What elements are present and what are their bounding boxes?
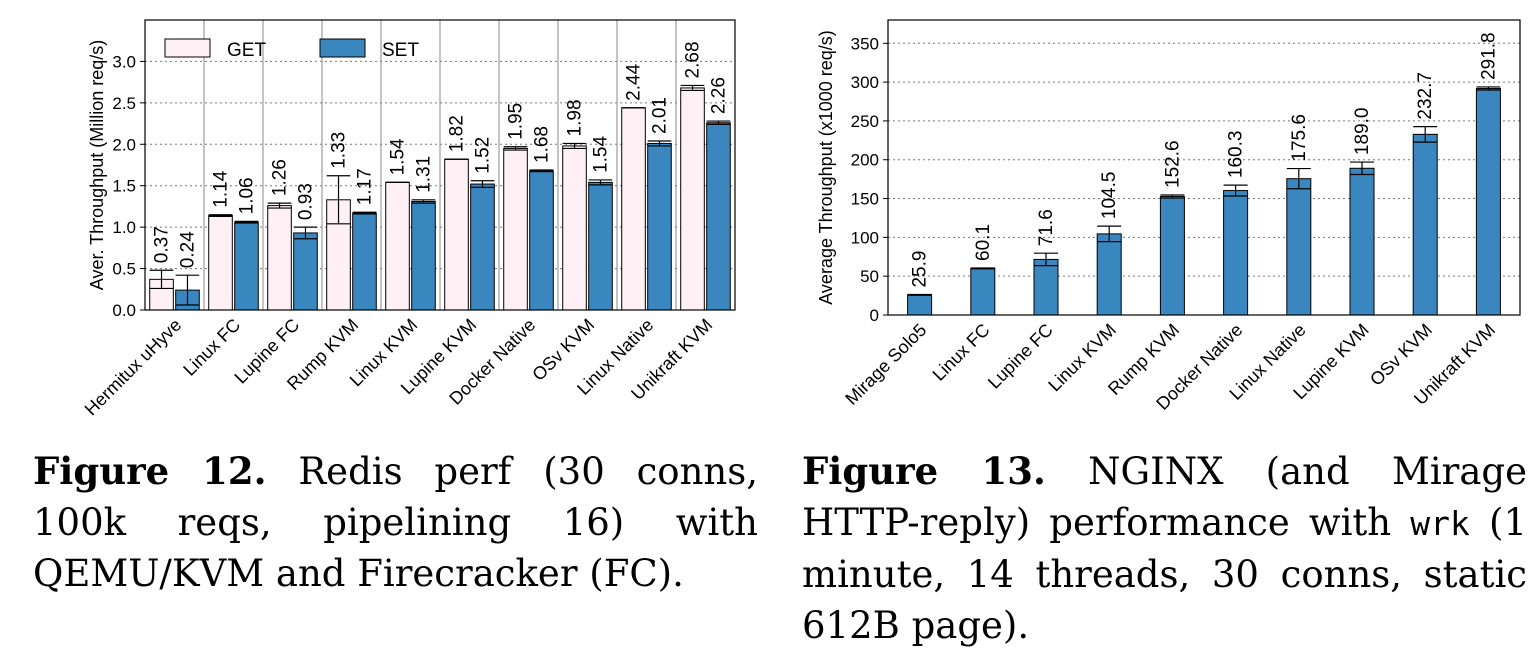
bar-set-lupine-fc xyxy=(293,232,318,311)
bar-value-linux-kvm xyxy=(1096,233,1122,316)
figure-13-label: Figure 13. xyxy=(802,449,1046,493)
data-label: 2.26 xyxy=(708,77,729,114)
legend-label-set: SET xyxy=(382,40,419,61)
bar-set-rump-kvm xyxy=(352,212,377,311)
figure-13-text-before: NGINX (and Mirage HTTP-reply) performanc… xyxy=(802,450,1527,544)
y-tick-label: 0.0 xyxy=(112,301,136,320)
redis-chart: 0.0 0.5 1.0 1.5 2.0 2.5 3.0 0.37 0.24 Hermitux uH… xyxy=(81,19,736,420)
bar-get-docker-native xyxy=(503,147,528,311)
bar-value-lupine-fc xyxy=(1033,258,1059,316)
bar-value-lupine-kvm xyxy=(1349,167,1375,316)
y-tick-label: 2.0 xyxy=(112,135,136,154)
legend: GET SET xyxy=(164,38,419,61)
data-label: 0.24 xyxy=(177,231,198,268)
bar-set-lupine-kvm xyxy=(470,183,495,311)
x-tick-label: Mirage Solo5 xyxy=(841,320,930,409)
x-tick-label: Linux FC xyxy=(929,320,994,385)
data-label: 1.98 xyxy=(565,99,586,136)
y-tick-label: 1.5 xyxy=(112,177,136,196)
data-label: 1.26 xyxy=(270,159,291,196)
data-label: 1.33 xyxy=(329,132,350,169)
bar-set-osv-kvm xyxy=(588,181,613,311)
y-tick-label: 350 xyxy=(851,34,879,53)
figure-13-caption: Figure 13. NGINX (and Mirage HTTP-reply)… xyxy=(802,446,1527,651)
data-label: 160.3 xyxy=(1226,131,1247,179)
bar-get-lupine-fc xyxy=(267,205,292,311)
legend-swatch-get xyxy=(164,38,211,58)
y-tick-label: 100 xyxy=(851,228,879,247)
data-label: 1.54 xyxy=(590,136,611,173)
data-label: 1.68 xyxy=(531,126,552,163)
y-tick-label: 0 xyxy=(870,306,879,325)
data-label: 175.6 xyxy=(1289,114,1310,162)
data-label: 1.31 xyxy=(413,156,434,193)
bar-get-osv-kvm xyxy=(562,145,587,311)
data-label: 60.1 xyxy=(973,224,994,261)
data-label: 2.01 xyxy=(649,97,670,134)
data-label: 2.44 xyxy=(624,63,645,100)
data-label: 1.54 xyxy=(388,138,409,175)
bar-value-docker-native xyxy=(1223,190,1249,316)
figure-12-text: Redis perf (30 conns, 100k reqs, pipelin… xyxy=(33,450,758,595)
bar-value-linux-fc xyxy=(970,267,996,316)
figure-13-code: wrk xyxy=(1410,504,1470,543)
data-label: 2.68 xyxy=(683,41,704,78)
bar-get-lupine-kvm xyxy=(444,158,469,311)
y-axis-label: Aver. Throughput (Million req/s) xyxy=(87,40,107,290)
data-label: 71.6 xyxy=(1036,209,1057,246)
bar-get-unikraft-kvm xyxy=(680,87,705,311)
legend-label-get: GET xyxy=(227,40,266,61)
data-label: 1.14 xyxy=(211,170,232,207)
bar-get-linux-fc xyxy=(208,215,233,311)
data-label: 1.95 xyxy=(506,103,527,140)
data-label: 0.37 xyxy=(152,226,173,263)
bar-set-linux-kvm xyxy=(411,200,436,311)
data-label: 1.52 xyxy=(472,137,493,174)
bar-value-mirage-solo5 xyxy=(907,294,933,316)
y-tick-label: 250 xyxy=(851,112,879,131)
bar-set-unikraft-kvm xyxy=(706,122,731,311)
data-label: 1.17 xyxy=(354,168,375,205)
data-label: 232.7 xyxy=(1415,72,1436,120)
y-tick-label: 50 xyxy=(860,267,879,286)
bar-get-linux-kvm xyxy=(385,181,410,311)
bar-value-rump-kvm xyxy=(1159,196,1185,316)
plot-frame xyxy=(887,19,1521,316)
figure-12-caption: Figure 12. Redis perf (30 conns, 100k re… xyxy=(33,446,758,599)
data-label: 189.0 xyxy=(1352,108,1373,156)
bar-set-docker-native xyxy=(529,170,554,311)
data-label: 104.5 xyxy=(1099,172,1120,220)
y-axis-label: Average Throughput (x1000 req/s) xyxy=(816,30,836,305)
y-tick-label: 1.0 xyxy=(112,218,136,237)
bar-value-linux-native xyxy=(1286,178,1312,316)
figure-12-label: Figure 12. xyxy=(33,449,267,493)
y-tick-label: 300 xyxy=(851,73,879,92)
bar-value-osv-kvm xyxy=(1412,133,1438,316)
data-label: 25.9 xyxy=(910,251,931,288)
bar-get-linux-native xyxy=(621,107,646,311)
legend-swatch-set xyxy=(319,38,366,58)
data-label: 0.93 xyxy=(295,183,316,220)
bar-set-linux-native xyxy=(647,142,672,311)
data-label: 152.6 xyxy=(1162,140,1183,188)
x-tick-label: Hermitux uHyve xyxy=(81,315,186,420)
bar-set-linux-fc xyxy=(234,221,259,311)
data-label: 291.8 xyxy=(1478,32,1499,80)
data-label: 1.82 xyxy=(447,115,468,152)
y-tick-label: 2.5 xyxy=(112,94,136,113)
data-label: 1.06 xyxy=(236,177,257,214)
y-tick-label: 150 xyxy=(851,190,879,209)
y-tick-label: 200 xyxy=(851,151,879,170)
y-tick-label: 3.0 xyxy=(112,52,136,71)
y-tick-label: 0.5 xyxy=(112,260,136,279)
plot-frame xyxy=(144,19,736,311)
nginx-chart: 0 50 100 150 200 250 300 350 25.9 Mirage Solo5 60.… xyxy=(816,19,1521,414)
bar-value-unikraft-kvm xyxy=(1475,87,1501,316)
